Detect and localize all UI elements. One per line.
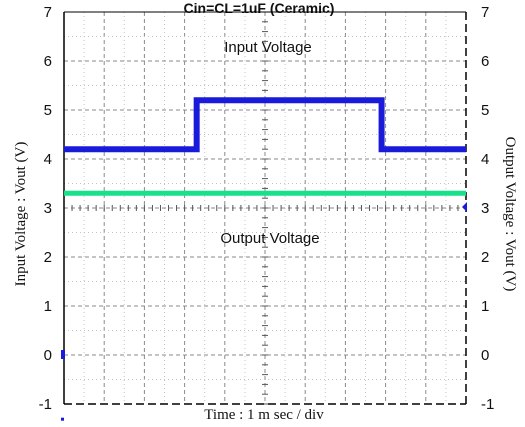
grid <box>63 11 467 405</box>
annotation-input-voltage: Input Voltage <box>224 39 312 56</box>
y-tick-left: 2 <box>44 249 52 266</box>
y-axis-label-left: Input Voltage : Vout (V) <box>13 142 29 287</box>
trace-1 <box>64 97 466 153</box>
y-tick-right: 2 <box>481 249 489 266</box>
y-tick-right: 3 <box>481 200 489 217</box>
traces <box>61 97 467 421</box>
chart-title: Cin=CL=1uF (Ceramic) <box>184 0 335 16</box>
y-tick-right: 1 <box>481 298 489 315</box>
left-tick-labels: -1 0 1 2 3 4 5 6 7 <box>39 4 52 413</box>
y-tick-left: 5 <box>44 102 52 119</box>
y-tick-right: 7 <box>481 4 489 21</box>
y-tick-right: 5 <box>481 102 489 119</box>
x-axis-label: Time : 1 m sec / div <box>204 407 324 423</box>
y-tick-left: 3 <box>44 200 52 217</box>
y-tick-left: 0 <box>44 347 52 364</box>
trigger-marker <box>462 202 467 213</box>
annotation-output-voltage: Output Voltage <box>220 230 319 247</box>
y-tick-left: 1 <box>44 298 52 315</box>
ch1-ground-marker <box>61 350 65 359</box>
y-tick-left: 6 <box>44 53 52 70</box>
y-tick-right: 4 <box>481 151 489 168</box>
right-tick-labels: -1 0 1 2 3 4 5 6 7 <box>481 4 494 413</box>
y-tick-left: 7 <box>44 4 52 21</box>
y-tick-left: -1 <box>39 396 52 413</box>
y-tick-right: 6 <box>481 53 489 70</box>
y-tick-right: 0 <box>481 347 489 364</box>
y-tick-right: -1 <box>481 396 494 413</box>
ch2-ground-marker <box>61 417 64 421</box>
y-axis-label-right: Output Voltage : Vout (V) <box>502 137 518 292</box>
y-tick-left: 4 <box>44 151 52 168</box>
